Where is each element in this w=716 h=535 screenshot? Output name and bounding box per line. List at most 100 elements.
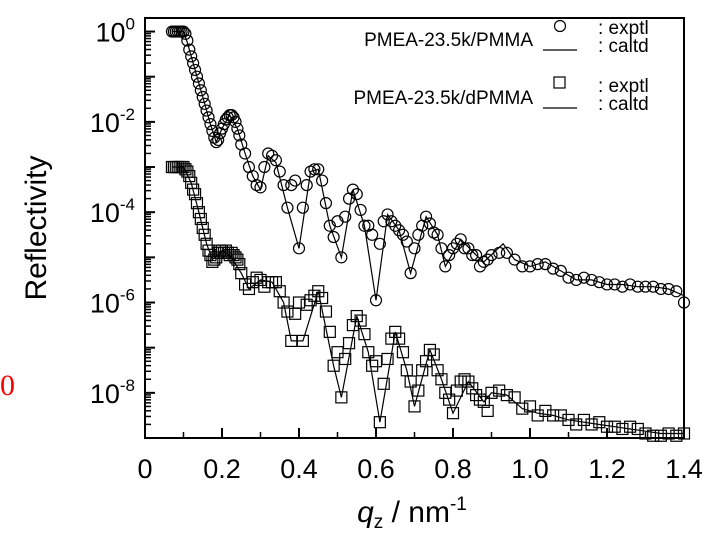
exptl-point-circle — [181, 34, 194, 47]
exptl-point-circle — [281, 201, 294, 214]
exptl-point-circle — [481, 253, 494, 266]
exptl-point-square — [362, 346, 375, 359]
exptl-point-circle — [265, 149, 279, 162]
exptl-point-circle — [202, 111, 215, 124]
exptl-point-circle — [339, 210, 352, 223]
y-tick-base: 10 — [90, 198, 120, 228]
exptl-point-circle — [623, 278, 637, 291]
exptl-point-square — [354, 314, 367, 327]
exptl-point-square — [508, 391, 521, 404]
exptl-point-circle — [470, 248, 483, 262]
exptl-point-circle — [185, 50, 198, 63]
exptl-point-circle — [546, 262, 560, 275]
exptl-point-square — [389, 325, 402, 338]
exptl-point-circle — [319, 197, 333, 210]
exptl-point-square — [381, 352, 394, 366]
exptl-point-square — [570, 418, 583, 431]
exptl-point-circle — [554, 264, 567, 278]
legend-label-series-1: PMEA-23.5k/dPMMA — [354, 88, 534, 109]
exptl-point-circle — [296, 201, 309, 214]
legend-exptl-label: : exptl — [598, 18, 649, 39]
exptl-point-circle — [508, 253, 521, 266]
exptl-point-square — [373, 416, 386, 429]
exptl-point-square — [670, 429, 683, 442]
exptl-point-square — [470, 388, 483, 402]
exptl-point-square — [327, 359, 340, 372]
exptl-point-square — [416, 364, 429, 377]
exptl-point-circle — [206, 124, 219, 138]
exptl-point-circle — [194, 84, 207, 97]
exptl-point-circle — [204, 118, 217, 131]
exptl-point-circle — [369, 294, 383, 307]
exptl-point-square — [312, 285, 325, 298]
exptl-point-circle — [431, 228, 444, 241]
exptl-point-circle — [277, 178, 290, 192]
x-tick-label: 0.4 — [280, 454, 318, 484]
legend-label-series-0: PMEA-23.5k/PMMA — [364, 30, 533, 51]
x-axis-title-superscript: -1 — [450, 494, 467, 515]
exptl-point-circle — [335, 251, 348, 264]
legend-marker-square — [553, 76, 566, 89]
y-tick-exponent: -6 — [120, 286, 135, 305]
exptl-point-circle — [346, 183, 359, 196]
exptl-point-square — [385, 332, 398, 345]
exptl-point-square — [443, 393, 456, 406]
y-tick-exponent: -2 — [120, 105, 135, 124]
exptl-point-square — [412, 384, 425, 397]
exptl-point-circle — [308, 163, 321, 176]
exptl-point-square — [546, 409, 560, 422]
y-tick-label: 10-4 — [90, 195, 135, 228]
x-tick-label: 1.0 — [511, 454, 549, 484]
exptl-point-circle — [523, 260, 537, 273]
exptl-point-square — [231, 253, 244, 266]
exptl-point-circle — [393, 224, 406, 237]
y-axis-title: Reflectivity — [20, 155, 53, 300]
exptl-point-square — [194, 212, 207, 226]
x-axis-title-subscript: z — [374, 512, 384, 533]
exptl-point-square — [366, 359, 379, 372]
exptl-point-circle — [187, 57, 200, 70]
exptl-point-square — [188, 188, 202, 201]
exptl-point-square — [466, 382, 479, 395]
x-axis-title-main: q — [357, 496, 374, 529]
caltd-line-series-0 — [172, 30, 685, 301]
plot-layer — [165, 25, 691, 442]
y-tick-base: 10 — [90, 289, 120, 319]
exptl-point-circle — [439, 260, 452, 273]
y-tick-exponent: 0 — [126, 15, 135, 34]
exptl-point-square — [393, 332, 406, 345]
exptl-point-circle — [233, 129, 246, 142]
side-mark: 0 — [0, 369, 15, 402]
y-tick-exponent: -4 — [120, 195, 135, 214]
y-tick-label: 100 — [95, 15, 135, 48]
exptl-point-square — [281, 305, 294, 318]
exptl-point-circle — [631, 280, 644, 293]
exptl-point-square — [339, 352, 352, 366]
exptl-point-circle — [300, 178, 313, 192]
exptl-point-square — [593, 416, 606, 429]
exptl-point-circle — [577, 271, 591, 284]
exptl-point-square — [423, 343, 436, 357]
exptl-point-square — [377, 377, 390, 390]
exptl-point-circle — [585, 273, 598, 287]
exptl-point-circle — [485, 248, 498, 262]
exptl-point-square — [319, 305, 333, 318]
exptl-point-square — [539, 404, 552, 418]
exptl-point-circle — [188, 63, 202, 77]
exptl-point-circle — [462, 242, 475, 255]
exptl-point-circle — [381, 208, 394, 221]
x-tick-label: 0.8 — [434, 454, 472, 484]
exptl-point-circle — [385, 215, 398, 228]
exptl-point-square — [654, 429, 668, 442]
exptl-point-square — [477, 395, 490, 408]
exptl-point-square — [631, 422, 644, 436]
exptl-point-circle — [198, 97, 211, 110]
exptl-point-square — [431, 364, 444, 377]
exptl-point-square — [435, 373, 448, 386]
y-tick-base: 10 — [95, 18, 125, 48]
exptl-point-square — [608, 420, 621, 433]
exptl-point-circle — [350, 188, 363, 201]
exptl-point-square — [187, 183, 200, 196]
exptl-point-circle — [250, 178, 263, 192]
exptl-point-square — [233, 258, 246, 271]
